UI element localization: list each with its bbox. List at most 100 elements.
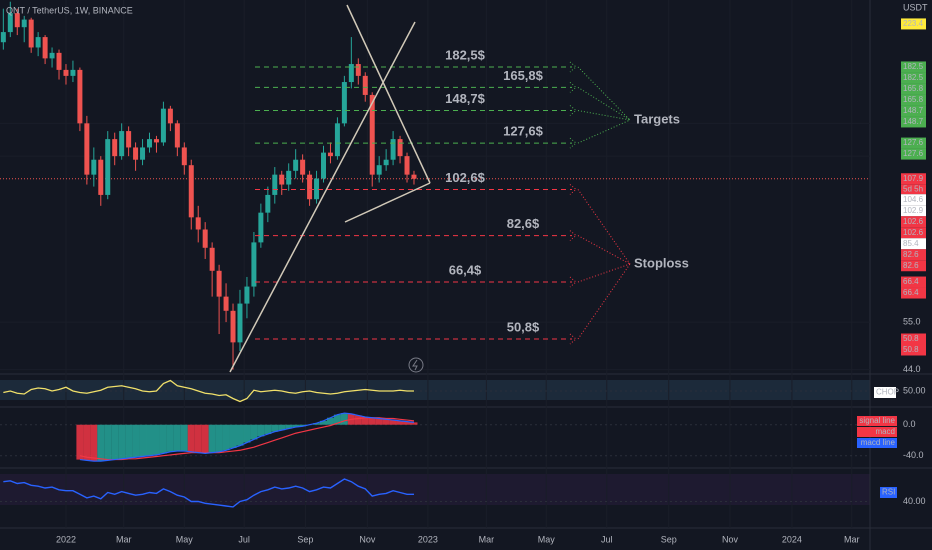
legend-swatch: [857, 416, 897, 426]
level-label: 50,8$: [507, 319, 540, 334]
candle-body: [98, 159, 104, 195]
level-label: 182,5$: [445, 47, 486, 62]
candle-body: [28, 19, 34, 48]
macd-bar: [313, 423, 321, 425]
level-label: 66,4$: [449, 262, 482, 277]
candle-body: [258, 212, 264, 243]
rsi-line: [3, 478, 414, 508]
macd-bar: [152, 424, 160, 455]
price-badge-label: 102.6: [903, 217, 924, 226]
macd-bar: [257, 424, 265, 437]
candle-body: [251, 242, 257, 287]
price-badge-label: 82.6: [903, 250, 919, 259]
price-badge-label: 50.8: [903, 345, 919, 354]
macd-bar: [166, 424, 174, 452]
candle-body: [77, 69, 83, 124]
candle-body: [321, 152, 327, 179]
candle-body: [14, 13, 20, 28]
x-tick-label: Jul: [601, 534, 613, 544]
price-badge-label: 82.6: [903, 261, 919, 270]
candle-body: [7, 13, 13, 33]
macd-bar: [410, 422, 418, 425]
candle-body: [216, 270, 222, 297]
candle-body: [167, 108, 173, 124]
macd-bar: [111, 424, 119, 460]
candle-body: [105, 139, 111, 195]
x-tick-label: Mar: [844, 534, 860, 544]
macd-bar: [361, 416, 369, 425]
legend-label: macd: [875, 427, 895, 436]
candle-body: [70, 69, 76, 76]
candle-body: [376, 165, 382, 175]
macd-bar: [264, 424, 272, 435]
price-badge-label: 66.4: [903, 277, 919, 286]
macd-bar: [125, 424, 133, 459]
candle-body: [153, 139, 159, 143]
level-label: 102,6$: [445, 170, 486, 185]
price-badge: [901, 105, 926, 117]
macd-bar: [382, 419, 390, 425]
candle-body: [390, 139, 396, 160]
candle-body: [56, 52, 62, 70]
macd-bar: [403, 421, 411, 425]
price-badge: [901, 61, 926, 73]
level-label: 148,7$: [445, 91, 486, 106]
candle-body: [272, 174, 278, 195]
macd-bar: [222, 424, 230, 451]
macd-bar: [118, 424, 126, 459]
price-badge-label: 104.6: [903, 195, 924, 204]
price-badge: [901, 333, 926, 345]
macd-bar: [389, 420, 397, 425]
rsi-tag: RSI: [882, 488, 895, 497]
level-arrow: [577, 263, 631, 340]
candle-body: [404, 156, 410, 175]
price-badge: [901, 205, 926, 217]
candle-body: [49, 52, 55, 59]
macd-bar: [194, 424, 202, 453]
macd-bar: [299, 424, 307, 427]
chop-line: [3, 379, 414, 403]
x-tick-label: Nov: [722, 534, 739, 544]
trend-line: [346, 4, 431, 184]
candle-body: [286, 170, 292, 185]
lightning-icon[interactable]: [408, 357, 424, 373]
macd-bar: [139, 424, 147, 457]
price-badge: [901, 249, 926, 261]
candle-body: [300, 159, 306, 175]
candle-body: [348, 64, 354, 83]
level-arrow: [577, 263, 631, 283]
trend-line: [344, 182, 431, 223]
macd-bar: [326, 417, 334, 425]
price-badge-label: 182.5: [903, 62, 924, 71]
candle-body: [369, 94, 375, 175]
candle-body: [188, 165, 194, 218]
y-tick-label: 44.0: [903, 364, 921, 374]
macd-bar: [271, 424, 279, 432]
candle-body: [223, 296, 229, 311]
y-tick-label: 50.00: [903, 385, 926, 395]
candle-body: [341, 82, 347, 124]
level-arrow: [577, 66, 631, 121]
macd-series-line: [79, 412, 415, 462]
macd-bar: [285, 424, 293, 429]
price-badge: [901, 94, 926, 106]
price-badge-label: 102.6: [903, 228, 924, 237]
macd-bar: [236, 424, 244, 446]
candle-body: [0, 32, 6, 43]
price-badge-label: 50.8: [903, 334, 919, 343]
price-badge: [901, 276, 926, 288]
countdown: 5d 5h: [903, 184, 923, 193]
x-tick-label: Jul: [238, 534, 250, 544]
price-badge: [901, 83, 926, 95]
macd-bar: [76, 424, 84, 460]
x-tick-label: Mar: [116, 534, 132, 544]
price-badge-label: 165.8: [903, 84, 924, 93]
candle-body: [244, 286, 250, 304]
macd-bar: [208, 424, 216, 453]
candle-body: [84, 123, 90, 175]
price-badge-label: 165.8: [903, 95, 924, 104]
candle-body: [411, 174, 417, 179]
candle-body: [147, 139, 153, 148]
